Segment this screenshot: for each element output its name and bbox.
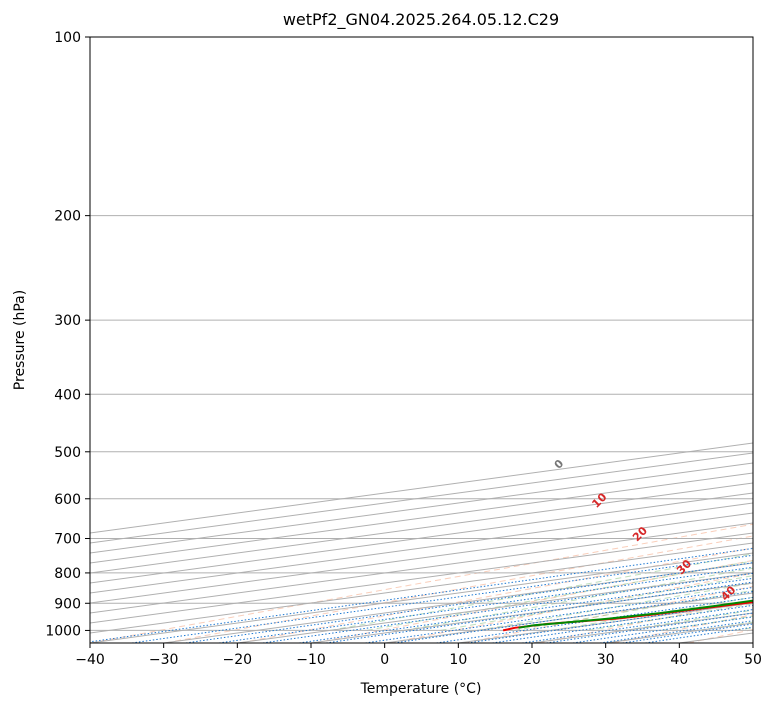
isotherm-line — [384, 592, 753, 643]
isotherm-line — [90, 462, 753, 554]
isotherm-line — [90, 502, 753, 594]
y-tick-label: 1000 — [45, 623, 81, 639]
moist-adiabat-line — [735, 627, 753, 631]
y-tick-label: 700 — [54, 532, 81, 548]
isotherm-line — [90, 452, 753, 544]
isotherm-line — [752, 642, 753, 643]
dry-adiabat-line — [464, 586, 753, 643]
y-tick-label: 900 — [54, 596, 81, 612]
grid-lines — [90, 37, 753, 643]
dry-adiabat-line — [763, 37, 775, 643]
isotherm-line — [90, 492, 753, 584]
mixing-ratio-line — [394, 591, 753, 643]
x-tick-label: 20 — [523, 652, 541, 668]
moist-adiabat-line — [329, 553, 753, 631]
mixing-ratio-line — [326, 581, 753, 643]
mixing-ratio-line — [365, 586, 753, 643]
isotherm-line — [90, 532, 753, 624]
x-tick-label: 50 — [744, 652, 762, 668]
y-axis-ticks: 100 200 300 400 500 600 700 800 900 1000 — [45, 30, 90, 639]
x-tick-label: −40 — [75, 652, 105, 668]
y-tick-label: 300 — [54, 313, 81, 329]
x-tick-label: −10 — [296, 652, 326, 668]
x-tick-label: 10 — [449, 652, 467, 668]
isotherm-line — [310, 582, 753, 643]
isotherm-line — [90, 512, 753, 604]
isotherm-line — [90, 442, 753, 534]
x-tick-label: 0 — [380, 652, 389, 668]
isotherm-line — [90, 472, 753, 564]
y-tick-label: 100 — [54, 30, 81, 46]
moist-adiabat-line — [440, 575, 753, 631]
isotherm-line — [531, 612, 753, 643]
dry-adiabat-line — [538, 599, 753, 643]
adiabat-lines — [90, 37, 775, 643]
y-tick-label: 800 — [54, 566, 81, 582]
y-tick-label: 400 — [54, 387, 81, 403]
mixing-ratio-line — [467, 601, 753, 643]
dry-adiabat-line — [389, 572, 753, 643]
x-tick-label: −30 — [149, 652, 179, 668]
dry-adiabat-line — [90, 523, 753, 643]
isotherm-line — [90, 522, 753, 614]
dry-adiabat-line — [613, 614, 753, 643]
y-tick-label: 200 — [54, 209, 81, 225]
x-axis-ticks: −40 −30 −20 −10 0 10 20 30 40 50 — [75, 643, 762, 668]
plot-area: 0.10.20.40.611.52346810131620253036-100-… — [90, 37, 775, 643]
x-axis-label: Temperature (°C) — [360, 681, 482, 697]
dry-adiabat-line — [688, 629, 753, 643]
moist-adiabat-line — [514, 589, 753, 631]
x-tick-label: 40 — [670, 652, 688, 668]
line-labels: 0.10.20.40.611.52346810131620253036-100-… — [552, 457, 739, 604]
y-tick-label: 500 — [54, 445, 81, 461]
moist-adiabat-line — [477, 582, 753, 631]
x-tick-label: −20 — [223, 652, 253, 668]
x-tick-label: 30 — [597, 652, 615, 668]
moist-adiabat-label: 0 — [552, 457, 567, 472]
y-tick-label: 600 — [54, 492, 81, 508]
chart-title: wetPf2_GN04.2025.264.05.12.C29 — [283, 10, 559, 30]
dry-adiabat-line — [165, 535, 753, 643]
mixing-ratio-line — [90, 547, 753, 643]
dry-adiabat-line — [314, 559, 753, 643]
moist-adiabat-line — [403, 567, 753, 631]
isotherm-line — [605, 622, 753, 643]
y-axis-label: Pressure (hPa) — [12, 290, 28, 390]
plot-frame — [89, 36, 754, 644]
isotherm-line — [90, 552, 753, 643]
isotherm-line — [90, 482, 753, 574]
